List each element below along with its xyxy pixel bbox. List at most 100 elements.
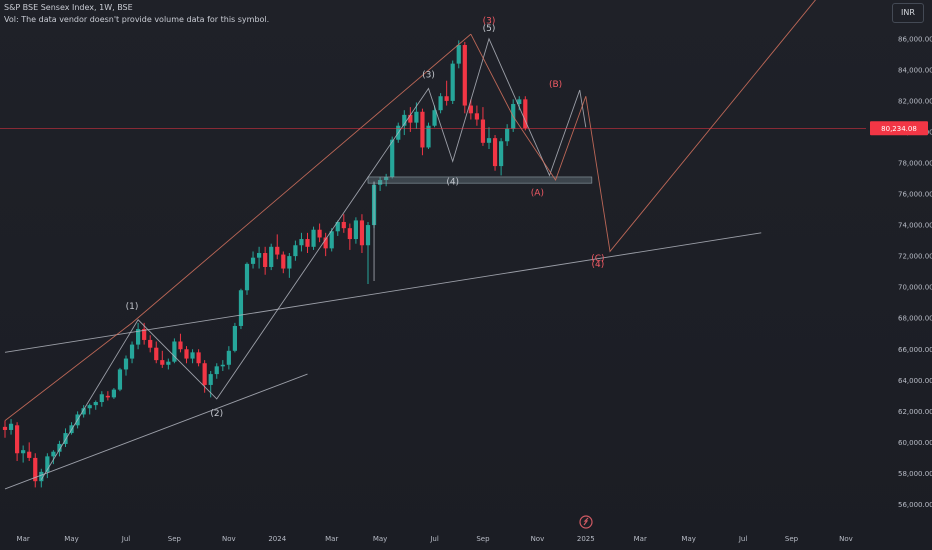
candle[interactable] [21,445,26,463]
candle[interactable] [432,105,437,128]
candle[interactable] [178,333,183,353]
candle[interactable] [123,355,129,376]
candle[interactable] [359,214,365,254]
wave-label[interactable]: (3) [483,16,496,26]
candle[interactable] [166,358,171,370]
candle[interactable] [523,96,528,131]
candle[interactable] [250,251,256,269]
candle-body [323,237,328,249]
wave-label[interactable]: (2) [210,409,223,419]
candle[interactable] [323,232,328,257]
candle[interactable] [39,468,44,488]
candle[interactable] [384,173,389,187]
grey-wave-line[interactable] [4,373,308,490]
candle-body [438,96,443,111]
candle[interactable] [365,221,371,285]
candle[interactable] [263,246,268,275]
candle[interactable] [269,243,274,271]
candle[interactable] [450,60,455,104]
candle[interactable] [505,124,510,146]
candle[interactable] [287,253,292,278]
candle[interactable] [244,262,250,295]
x-tick-label: Nov [839,535,853,543]
candle[interactable] [129,341,135,364]
candle[interactable] [492,135,498,171]
candle[interactable] [317,223,322,243]
candle[interactable] [99,391,104,407]
candle[interactable] [57,440,62,457]
candle[interactable] [275,234,280,260]
candle[interactable] [111,388,116,399]
candle[interactable] [136,322,141,350]
red-wave-line[interactable] [4,33,472,422]
wave-label[interactable]: (C) [591,254,604,264]
candle-body [329,231,334,249]
fib-level-box[interactable] [367,176,593,184]
candle[interactable] [27,442,32,462]
candle[interactable] [341,214,346,233]
candle[interactable] [257,246,262,269]
candle[interactable] [353,217,358,244]
candle[interactable] [172,338,177,364]
candle[interactable] [160,350,165,368]
candle[interactable] [93,400,98,410]
candle[interactable] [499,138,504,176]
wave-label[interactable]: (4) [592,260,605,270]
candle[interactable] [2,420,8,438]
candle[interactable] [8,419,14,435]
wave-label[interactable]: (B) [549,80,562,90]
candle[interactable] [299,232,304,252]
candle[interactable] [281,251,286,274]
candle[interactable] [190,349,195,364]
candle[interactable] [238,288,244,330]
candle[interactable] [148,335,153,353]
candle[interactable] [462,41,467,114]
candle[interactable] [444,80,449,106]
wave-label[interactable]: (1) [126,302,139,312]
candle[interactable] [87,403,92,415]
grey-wave-line[interactable] [40,37,587,480]
candle[interactable] [329,228,334,252]
candle[interactable] [220,360,225,371]
candle[interactable] [15,422,20,462]
candle[interactable] [214,363,219,379]
candle[interactable] [426,122,431,150]
candle[interactable] [196,349,201,367]
candle-body [33,457,38,482]
candle[interactable] [105,391,110,401]
candle[interactable] [474,105,479,126]
candle[interactable] [311,226,316,250]
currency-button[interactable]: INR [892,3,924,23]
candle[interactable] [438,93,443,114]
candle[interactable] [51,450,56,465]
candle[interactable] [468,99,473,120]
candle[interactable] [154,341,159,364]
candle[interactable] [305,232,310,254]
candle[interactable] [347,223,352,250]
candle[interactable] [232,322,237,353]
candle[interactable] [335,220,340,236]
candle[interactable] [293,240,298,261]
candle[interactable] [486,127,492,150]
candle[interactable] [117,367,123,392]
wave-label[interactable]: (A) [531,189,544,199]
candle[interactable] [402,110,407,136]
candle[interactable] [378,176,383,191]
candle[interactable] [45,453,50,479]
red-wave-line[interactable] [470,0,822,253]
wave-label[interactable]: (4) [446,178,459,188]
candle[interactable] [420,108,425,156]
candle[interactable] [408,107,413,132]
candle[interactable] [81,405,86,418]
candle[interactable] [63,428,68,448]
wave-label[interactable]: (3) [422,71,435,81]
wave-label[interactable]: (5) [483,24,496,34]
candle[interactable] [390,136,395,179]
candle[interactable] [226,346,231,370]
candle[interactable] [480,107,486,146]
candle[interactable] [184,346,189,364]
candle[interactable] [33,453,38,488]
grey-wave-line[interactable] [4,232,762,353]
